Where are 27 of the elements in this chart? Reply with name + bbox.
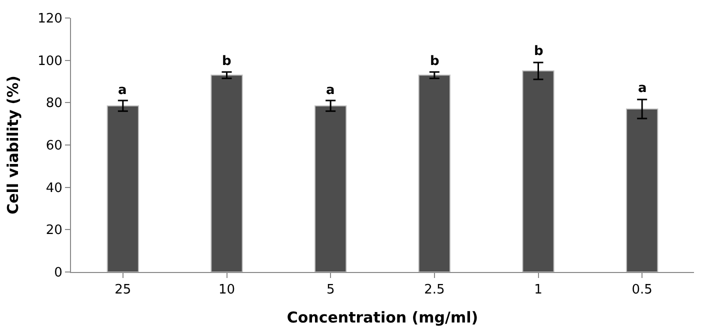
- y-axis-title: Cell viability (%): [4, 76, 22, 214]
- x-tick-label: 2.5: [424, 282, 445, 298]
- y-tick-label: 0: [54, 266, 62, 281]
- y-tick-label: 100: [38, 54, 62, 69]
- x-tick-label: 10: [218, 282, 236, 298]
- y-tick-label: 120: [38, 12, 62, 27]
- x-tick-label: 1: [534, 282, 542, 298]
- bar: [314, 105, 347, 272]
- data-label: a: [326, 83, 335, 98]
- data-label: b: [222, 54, 232, 69]
- y-tick-label: 20: [46, 223, 62, 238]
- y-tick-label: 80: [46, 96, 62, 112]
- y-tick-label: 40: [46, 180, 62, 196]
- bar: [106, 105, 139, 272]
- bar: [210, 74, 243, 272]
- x-tick-label: 0.5: [632, 282, 652, 298]
- bar: [522, 70, 554, 272]
- y-tick-label: 60: [46, 138, 62, 154]
- bar: [626, 108, 658, 272]
- data-label: a: [638, 81, 647, 96]
- bar: [418, 74, 450, 272]
- data-label: b: [534, 44, 544, 59]
- data-label: a: [118, 83, 127, 98]
- x-tick-label: 5: [326, 282, 335, 298]
- x-axis-title: Concentration (mg/ml): [286, 308, 478, 327]
- x-tick-label: 25: [114, 282, 132, 298]
- data-label: b: [430, 54, 440, 69]
